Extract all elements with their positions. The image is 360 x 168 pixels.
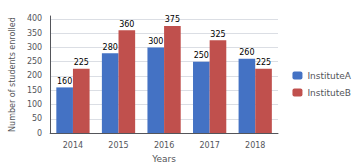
- svg-text:InstituteB: InstituteB: [307, 88, 351, 98]
- svg-text:2018: 2018: [245, 141, 265, 150]
- svg-text:2016: 2016: [154, 141, 174, 150]
- svg-text:300: 300: [27, 43, 42, 52]
- svg-text:200: 200: [27, 71, 42, 80]
- svg-text:360: 360: [119, 20, 134, 29]
- svg-text:300: 300: [148, 37, 163, 46]
- svg-text:225: 225: [74, 58, 89, 67]
- svg-text:250: 250: [194, 51, 209, 60]
- svg-text:100: 100: [27, 100, 42, 109]
- svg-text:Number of students enrolled: Number of students enrolled: [8, 17, 17, 132]
- svg-text:2017: 2017: [199, 141, 219, 150]
- svg-text:375: 375: [165, 15, 180, 24]
- svg-text:160: 160: [57, 77, 72, 86]
- svg-text:280: 280: [103, 43, 118, 52]
- svg-text:400: 400: [27, 14, 42, 23]
- svg-text:325: 325: [210, 30, 225, 39]
- svg-text:250: 250: [27, 57, 42, 66]
- svg-text:2015: 2015: [108, 141, 128, 150]
- svg-text:260: 260: [239, 48, 254, 57]
- svg-text:225: 225: [256, 58, 271, 67]
- svg-text:Years: Years: [151, 154, 176, 164]
- svg-text:2014: 2014: [63, 141, 83, 150]
- svg-text:50: 50: [32, 114, 42, 123]
- svg-text:150: 150: [27, 86, 42, 95]
- svg-text:InstituteA: InstituteA: [307, 71, 351, 81]
- svg-text:350: 350: [27, 29, 42, 38]
- svg-text:0: 0: [37, 129, 42, 138]
